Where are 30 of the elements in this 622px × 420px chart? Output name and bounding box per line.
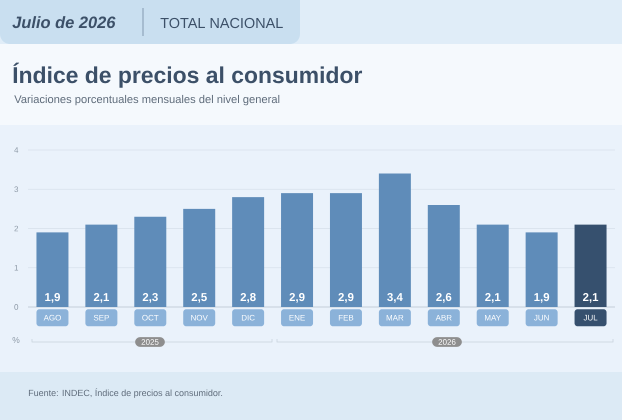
bar [476, 224, 509, 307]
bar [330, 193, 362, 307]
data-label: 2,1 [582, 293, 598, 303]
data-label: 2,1 [94, 293, 110, 303]
data-label: 2,9 [338, 293, 354, 303]
data-label: 2,3 [142, 293, 158, 303]
data-label: 1,9 [534, 293, 550, 303]
data-label: 3,4 [387, 293, 403, 303]
bar [183, 208, 216, 307]
bar [574, 224, 607, 307]
bar [428, 204, 460, 307]
source-note: Fuente: INDEC, Índice de precios al consumidor. [28, 388, 222, 398]
bar [134, 216, 166, 307]
bar [378, 174, 411, 307]
data-label: 1,9 [45, 293, 60, 303]
bar [526, 232, 558, 307]
bar [281, 193, 314, 307]
text: TOTAL NACIONAL [160, 18, 283, 28]
bar [85, 224, 118, 307]
data-label: 2,9 [289, 293, 305, 303]
chart-title: Índice de precios al consumidor [13, 62, 362, 88]
y-axis-title: % [12, 337, 20, 343]
data-label: 2,8 [240, 293, 256, 303]
data-label: 2,1 [485, 293, 500, 303]
data-label: 2,5 [192, 293, 207, 303]
data-label: 2,6 [436, 293, 452, 303]
bar [36, 232, 68, 307]
bar [232, 197, 264, 307]
chart-subtitle: Variaciones porcentuales mensuales del nivel general [14, 94, 280, 106]
text: Julio de 2026 [12, 16, 116, 28]
